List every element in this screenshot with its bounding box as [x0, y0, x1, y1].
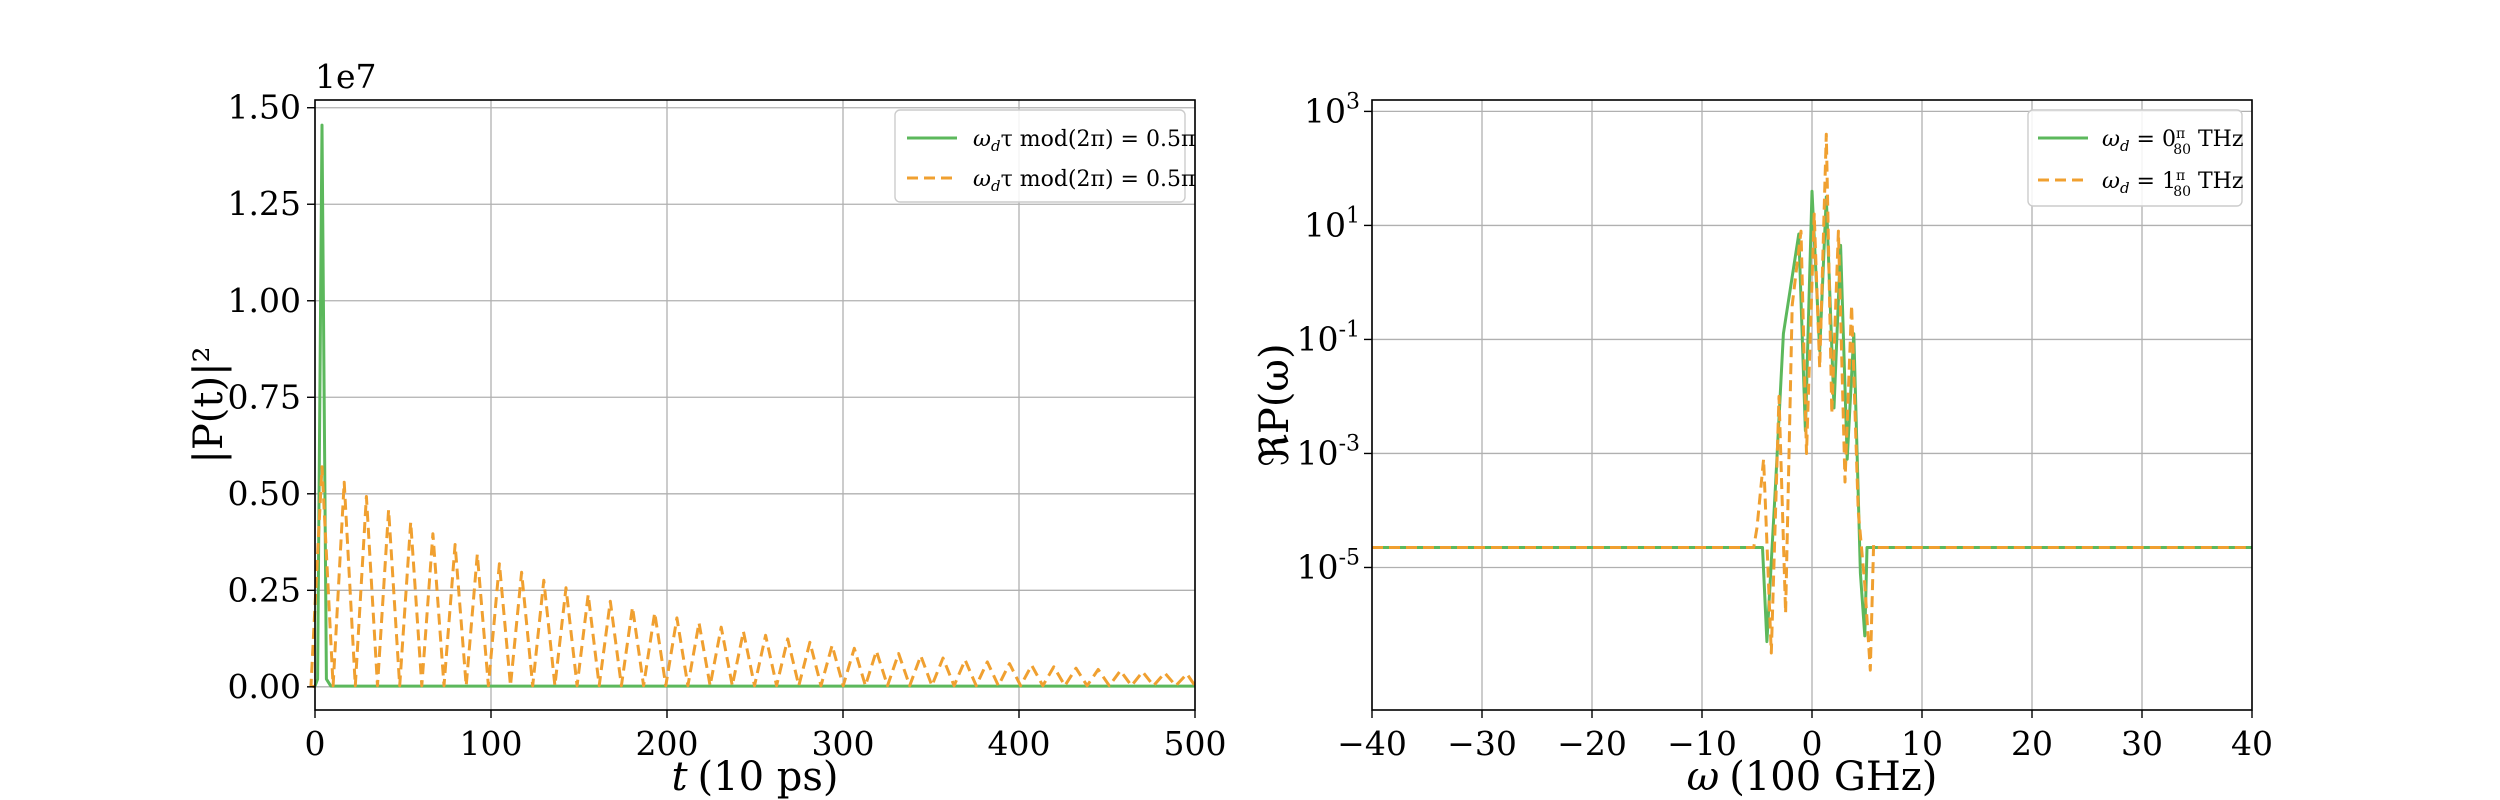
panel1-y-axis-label: |P(t)|² — [186, 346, 232, 463]
panel2-x-tick-label: −40 — [1337, 724, 1407, 763]
panel1-y-tick-label: 1.00 — [228, 281, 301, 320]
panel-time-domain: 0 100 200 300 400 500 0.00 0.25 0.50 0.75 1.00 1.25… — [186, 57, 1227, 800]
panel2-legend-label-2: ωd = 1π 80 THz — [2102, 168, 2243, 200]
panel2-y-tick-label: 10-3 — [1297, 431, 1360, 472]
panel2-x-tick-label: 10 — [1901, 724, 1943, 763]
panel2-legend: ωd = 0π 80 THz ωd = 1π 80 THz — [2027, 109, 2243, 207]
panel1-y-tick-label: 1.25 — [228, 184, 301, 223]
panel2-x-tick-label: 30 — [2121, 724, 2163, 763]
panel2-legend-label-1: ωd = 0π 80 THz — [2102, 126, 2243, 158]
panel1-x-unit: (10 ps) — [698, 754, 839, 800]
panel1-x-var: t — [671, 754, 688, 800]
panel1-x-tick-label: 0 — [305, 724, 326, 763]
panel2-x-tick-label: 40 — [2231, 724, 2273, 763]
panel2-x-tick-label: −20 — [1557, 724, 1627, 763]
panel1-x-tick-label: 200 — [636, 724, 699, 763]
panel1-series-2-line — [309, 465, 1197, 689]
panel1-x-axis-label: t (10 ps) — [671, 754, 838, 800]
panel1-x-tick-label: 300 — [812, 724, 875, 763]
panel2-y-tick-label: 10-1 — [1297, 317, 1360, 358]
panel2-y-tick-label: 10-5 — [1297, 545, 1360, 586]
panel1-series-1-line — [313, 123, 1195, 688]
panel1-offset-text: 1e7 — [315, 57, 377, 96]
panel1-frame — [314, 99, 1196, 711]
panel1-x-tick-label: 500 — [1164, 724, 1227, 763]
panel2-y-tick-label: 103 — [1304, 89, 1360, 130]
panel2-x-tick-label: 20 — [2011, 724, 2053, 763]
panel1-legend-label-2: ωdτ mod(2π) = 0.5π — [973, 167, 1195, 195]
panel1-x-tick-label: 400 — [988, 724, 1051, 763]
panel2-x-tick-label: −30 — [1447, 724, 1517, 763]
panel1-y-tick-label: 1.50 — [228, 88, 301, 127]
panel2-y-tick-label: 101 — [1304, 203, 1360, 244]
panel1-legend-box — [894, 109, 1186, 203]
panel1-series-layer — [309, 123, 1197, 689]
panel2-y-axis-label: ℜP(ω) — [1252, 343, 1298, 466]
panel2-x-tick-label: −10 — [1667, 724, 1737, 763]
panel2-x-unit: (100 GHz) — [1729, 754, 1937, 800]
panel2-legend-box — [2027, 109, 2243, 207]
panel2-ticks: −40 −30 −20 −10 0 10 20 30 40 103 101 10-1 10-3 10-5 — [1297, 89, 2273, 763]
panel1-legend: ωdτ mod(2π) = 0.5π ωdτ mod(2π) = 0.5π — [894, 109, 1195, 203]
panel2-series-2-line — [1372, 132, 2252, 672]
panel1-ticks: 0 100 200 300 400 500 0.00 0.25 0.50 0.75 1.00 1.25… — [228, 88, 1227, 763]
panel1-y-tick-label: 0.25 — [228, 570, 301, 609]
panel2-series-layer — [1372, 132, 2252, 672]
panel1-y-tick-label: 0.50 — [228, 474, 301, 513]
panel1-y-tick-label: 0.00 — [228, 667, 301, 706]
panel2-x-axis-label: ω (100 GHz) — [1687, 754, 1938, 800]
panel2-x-tick-label: 0 — [1802, 724, 1823, 763]
panel-frequency-domain: −40 −30 −20 −10 0 10 20 30 4010310110-110-310-5 … — [1252, 89, 2273, 800]
panel1-x-tick-label: 100 — [460, 724, 523, 763]
panel1-legend-label-1: ωdτ mod(2π) = 0.5π — [973, 127, 1195, 155]
panel2-x-var: ω — [1687, 754, 1720, 800]
panel1-y-tick-label: 0.75 — [228, 377, 301, 416]
